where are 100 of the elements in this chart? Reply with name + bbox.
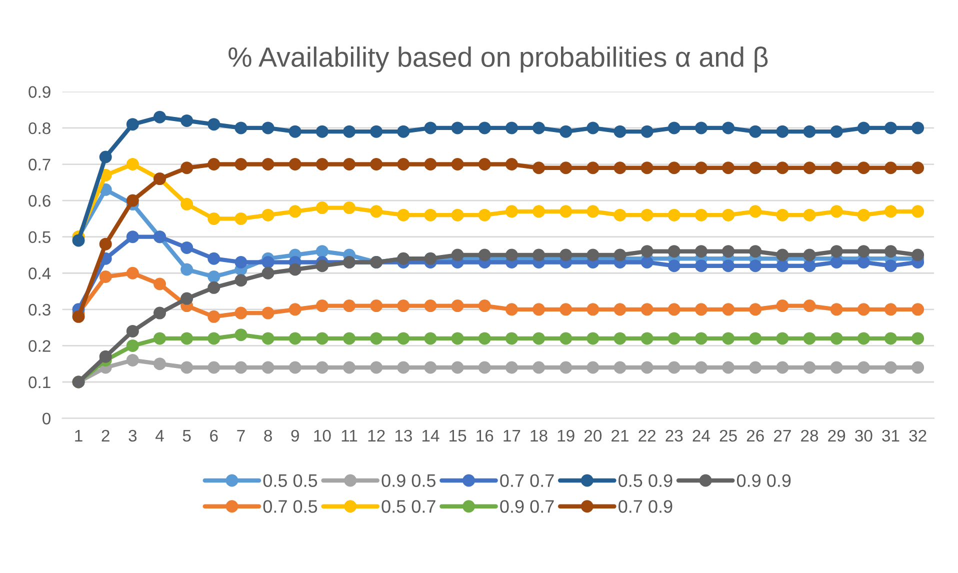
point — [126, 194, 139, 207]
x-tick-label: 5 — [182, 430, 191, 442]
point — [316, 260, 328, 272]
point — [288, 361, 302, 374]
point — [234, 328, 248, 342]
point — [722, 208, 735, 222]
x-tick-label: 11 — [342, 430, 358, 442]
y-tick-label: 0.8 — [28, 122, 50, 134]
y-tick-label: 0.9 — [28, 86, 50, 98]
point — [722, 303, 735, 316]
point — [694, 260, 708, 272]
point — [180, 263, 194, 276]
point — [776, 332, 789, 345]
point — [126, 118, 139, 131]
point — [776, 162, 789, 174]
point — [560, 361, 572, 374]
point — [397, 332, 410, 345]
point — [560, 205, 572, 218]
point — [640, 332, 654, 345]
point — [451, 300, 464, 312]
point — [505, 303, 518, 316]
point — [884, 332, 897, 345]
x-tick-label: 32 — [909, 430, 926, 442]
point — [640, 256, 654, 268]
legend-label: 0.9 0.7 — [500, 500, 554, 513]
legend-label: 0.5 0.9 — [618, 474, 672, 487]
point — [857, 122, 870, 134]
point — [397, 361, 410, 374]
point — [397, 208, 410, 222]
point — [722, 245, 735, 258]
y-tick-label: 0.2 — [28, 340, 50, 352]
point — [234, 256, 248, 268]
point — [776, 208, 789, 222]
point — [262, 332, 274, 345]
point — [451, 208, 464, 222]
point — [208, 281, 220, 294]
point — [505, 332, 518, 345]
point — [722, 361, 735, 374]
point — [749, 245, 762, 258]
point — [532, 162, 546, 174]
point — [478, 361, 491, 374]
x-tick-label: 20 — [584, 430, 602, 442]
point — [668, 361, 680, 374]
point — [424, 361, 437, 374]
point — [586, 205, 600, 218]
point — [803, 300, 816, 312]
point — [99, 350, 112, 363]
point — [532, 122, 546, 134]
point — [912, 332, 924, 345]
point — [749, 162, 762, 174]
point — [749, 332, 762, 345]
x-tick-label: 29 — [828, 430, 846, 442]
x-tick-label: 3 — [128, 430, 137, 442]
point — [208, 332, 220, 345]
point — [451, 122, 464, 134]
x-tick-label: 25 — [720, 430, 737, 442]
point — [180, 292, 194, 305]
point — [234, 158, 248, 171]
point — [640, 162, 654, 174]
point — [722, 122, 735, 134]
point — [208, 212, 220, 225]
point — [397, 158, 410, 171]
point — [776, 125, 789, 138]
point — [857, 303, 870, 316]
point — [288, 263, 302, 276]
point — [803, 208, 816, 222]
point — [830, 256, 843, 268]
point — [262, 208, 274, 222]
point — [884, 260, 897, 272]
point — [614, 208, 626, 222]
point — [586, 248, 600, 262]
point — [180, 162, 194, 174]
point — [830, 205, 843, 218]
point — [370, 125, 383, 138]
point — [803, 125, 816, 138]
point — [288, 125, 302, 138]
point — [586, 361, 600, 374]
point — [343, 158, 356, 171]
point — [857, 245, 870, 258]
x-tick-label: 9 — [291, 430, 299, 442]
point — [288, 205, 302, 218]
point — [153, 332, 166, 345]
point — [884, 303, 897, 316]
x-tick-label: 12 — [368, 430, 385, 442]
point — [478, 248, 491, 262]
point — [694, 332, 708, 345]
point — [694, 245, 708, 258]
point — [180, 361, 194, 374]
point — [640, 125, 654, 138]
point — [803, 248, 816, 262]
y-tick-label: 0 — [42, 412, 51, 424]
legend-label: 0.7 0.5 — [263, 500, 318, 513]
point — [749, 361, 762, 374]
point — [208, 118, 220, 131]
point — [884, 205, 897, 218]
x-tick-label: 30 — [855, 430, 872, 442]
point — [126, 266, 139, 280]
point — [694, 122, 708, 134]
point — [505, 122, 518, 134]
point — [451, 361, 464, 374]
